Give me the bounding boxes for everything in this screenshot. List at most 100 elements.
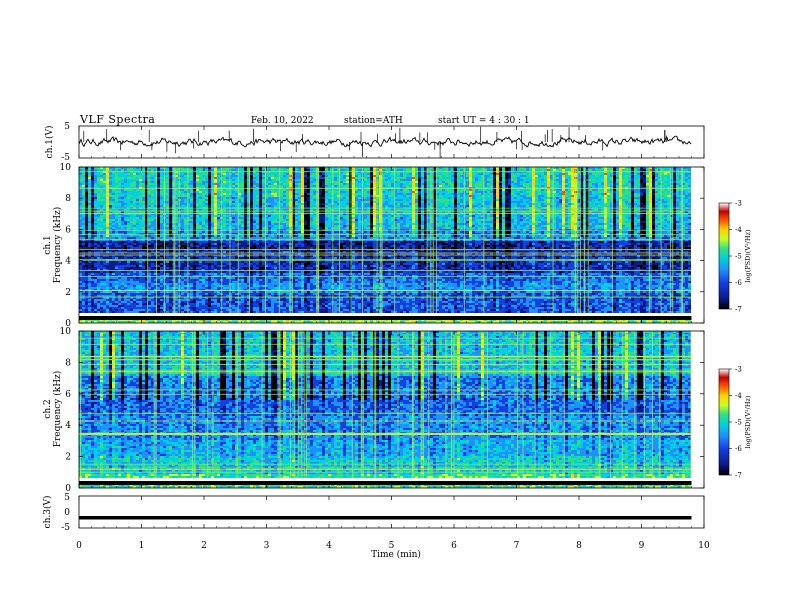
spectrogram-cell: [85, 287, 88, 289]
spectrogram-cell: [466, 287, 469, 289]
spectrogram-cell: [490, 305, 493, 307]
spectrogram-cell: [175, 309, 178, 311]
spectrogram-cell: [568, 309, 571, 311]
spectrogram-cell: [214, 299, 217, 301]
spectrogram-cell: [676, 303, 679, 305]
spectrogram-cell: [241, 307, 244, 309]
spectrogram-cell: [532, 299, 535, 301]
spectrogram-cell: [115, 285, 118, 287]
spectrogram-cell: [475, 303, 478, 305]
spectrogram-cell: [457, 301, 460, 303]
spectrogram-cell: [286, 287, 289, 289]
spectrogram-cell: [400, 311, 403, 313]
spectrogram-cell: [274, 293, 277, 295]
spectrogram-cell: [217, 285, 220, 287]
spectrogram-cell: [244, 311, 247, 313]
spectrogram-cell: [640, 309, 643, 311]
spectrogram-cell: [550, 309, 553, 311]
spectrogram-cell: [289, 287, 292, 289]
spectrogram-cell: [442, 299, 445, 301]
spectrogram-cell: [403, 293, 406, 295]
ch1-ytick-top: 5: [64, 122, 70, 132]
spectrogram-cell: [151, 301, 154, 303]
spectrogram-cell: [685, 291, 688, 293]
spectrogram-cell: [241, 309, 244, 311]
spectrogram-cell: [541, 301, 544, 303]
spectrogram-cell: [385, 285, 388, 287]
spectrogram-cell: [97, 307, 100, 309]
spectrogram-cell: [418, 305, 421, 307]
spectrogram-cell: [607, 309, 610, 311]
spectrogram-cell: [283, 309, 286, 311]
spectrogram-cell: [259, 287, 262, 289]
spectrogram-cell: [175, 305, 178, 307]
spectrogram-cell: [568, 287, 571, 289]
spectrogram-cell: [421, 301, 424, 303]
spectrogram-cell: [472, 291, 475, 293]
spectrogram-cell: [493, 309, 496, 311]
spectrogram-cell: [88, 305, 91, 307]
spectrogram-cell: [130, 309, 133, 311]
spectrogram-cell: [544, 291, 547, 293]
spectrogram-cell: [640, 307, 643, 309]
spectrogram-cell: [439, 299, 442, 301]
spectrogram-cell: [190, 293, 193, 295]
spectrogram-cell: [208, 293, 211, 295]
spectrogram-cell: [502, 285, 505, 287]
spectrogram-cell: [535, 303, 538, 305]
spectrogram-cell: [655, 293, 658, 295]
spectrogram-cell: [355, 311, 358, 313]
spectrogram-cell: [313, 299, 316, 301]
spectrogram-cell: [592, 287, 595, 289]
spectrogram-cell: [343, 293, 346, 295]
spectrogram-cell: [403, 285, 406, 287]
spectrogram-cell: [634, 287, 637, 289]
spectrogram-cell: [622, 293, 625, 295]
spectrogram-cell: [211, 307, 214, 309]
spectrogram-cell: [535, 309, 538, 311]
spectrogram-cell: [334, 301, 337, 303]
spectrogram-cell: [421, 299, 424, 301]
spectrogram-cell: [253, 301, 256, 303]
spectrogram-cell: [388, 303, 391, 305]
spectrogram-cell: [343, 311, 346, 313]
spectrogram-cell: [493, 311, 496, 313]
spectrogram-cell: [664, 293, 667, 295]
spectrogram-cell: [223, 311, 226, 313]
spectrogram-cell: [460, 303, 463, 305]
spectrogram-cell: [628, 293, 631, 295]
spectrogram-cell: [301, 285, 304, 287]
spectrogram-cell: [214, 291, 217, 293]
spectrogram-cell: [301, 311, 304, 313]
spectrogram-cell: [313, 291, 316, 293]
spectrogram-cell: [103, 299, 106, 301]
spectrogram-cell: [235, 291, 238, 293]
spectrogram-cell: [367, 299, 370, 301]
spectrogram-cell: [646, 309, 649, 311]
spectrogram-cell: [160, 293, 163, 295]
spectrogram-cell: [289, 291, 292, 293]
spectrogram-cell: [85, 299, 88, 301]
spectrogram-cell: [82, 301, 85, 303]
spectrogram-cell: [439, 311, 442, 313]
spectrogram-cell: [325, 307, 328, 309]
spectrogram-cell: [529, 303, 532, 305]
spectrogram-cell: [646, 301, 649, 303]
spectrogram-cell: [493, 287, 496, 289]
spectrogram-cell: [127, 303, 130, 305]
spectrogram-cell: [544, 301, 547, 303]
spectrogram-cell: [559, 299, 562, 301]
spectrogram-cell: [115, 301, 118, 303]
spectrogram-cell: [442, 293, 445, 295]
spectrogram-cell: [496, 305, 499, 307]
spectrogram-cell: [310, 293, 313, 295]
spectrogram-cell: [88, 299, 91, 301]
spectrogram-cell: [262, 287, 265, 289]
spectrogram-cell: [310, 303, 313, 305]
spectrogram-cell: [562, 287, 565, 289]
spectrogram-cell: [565, 311, 568, 313]
spectrogram-cell: [319, 309, 322, 311]
spectrogram-cell: [619, 309, 622, 311]
spectrogram-cell: [655, 309, 658, 311]
spectrogram-cell: [538, 299, 541, 301]
